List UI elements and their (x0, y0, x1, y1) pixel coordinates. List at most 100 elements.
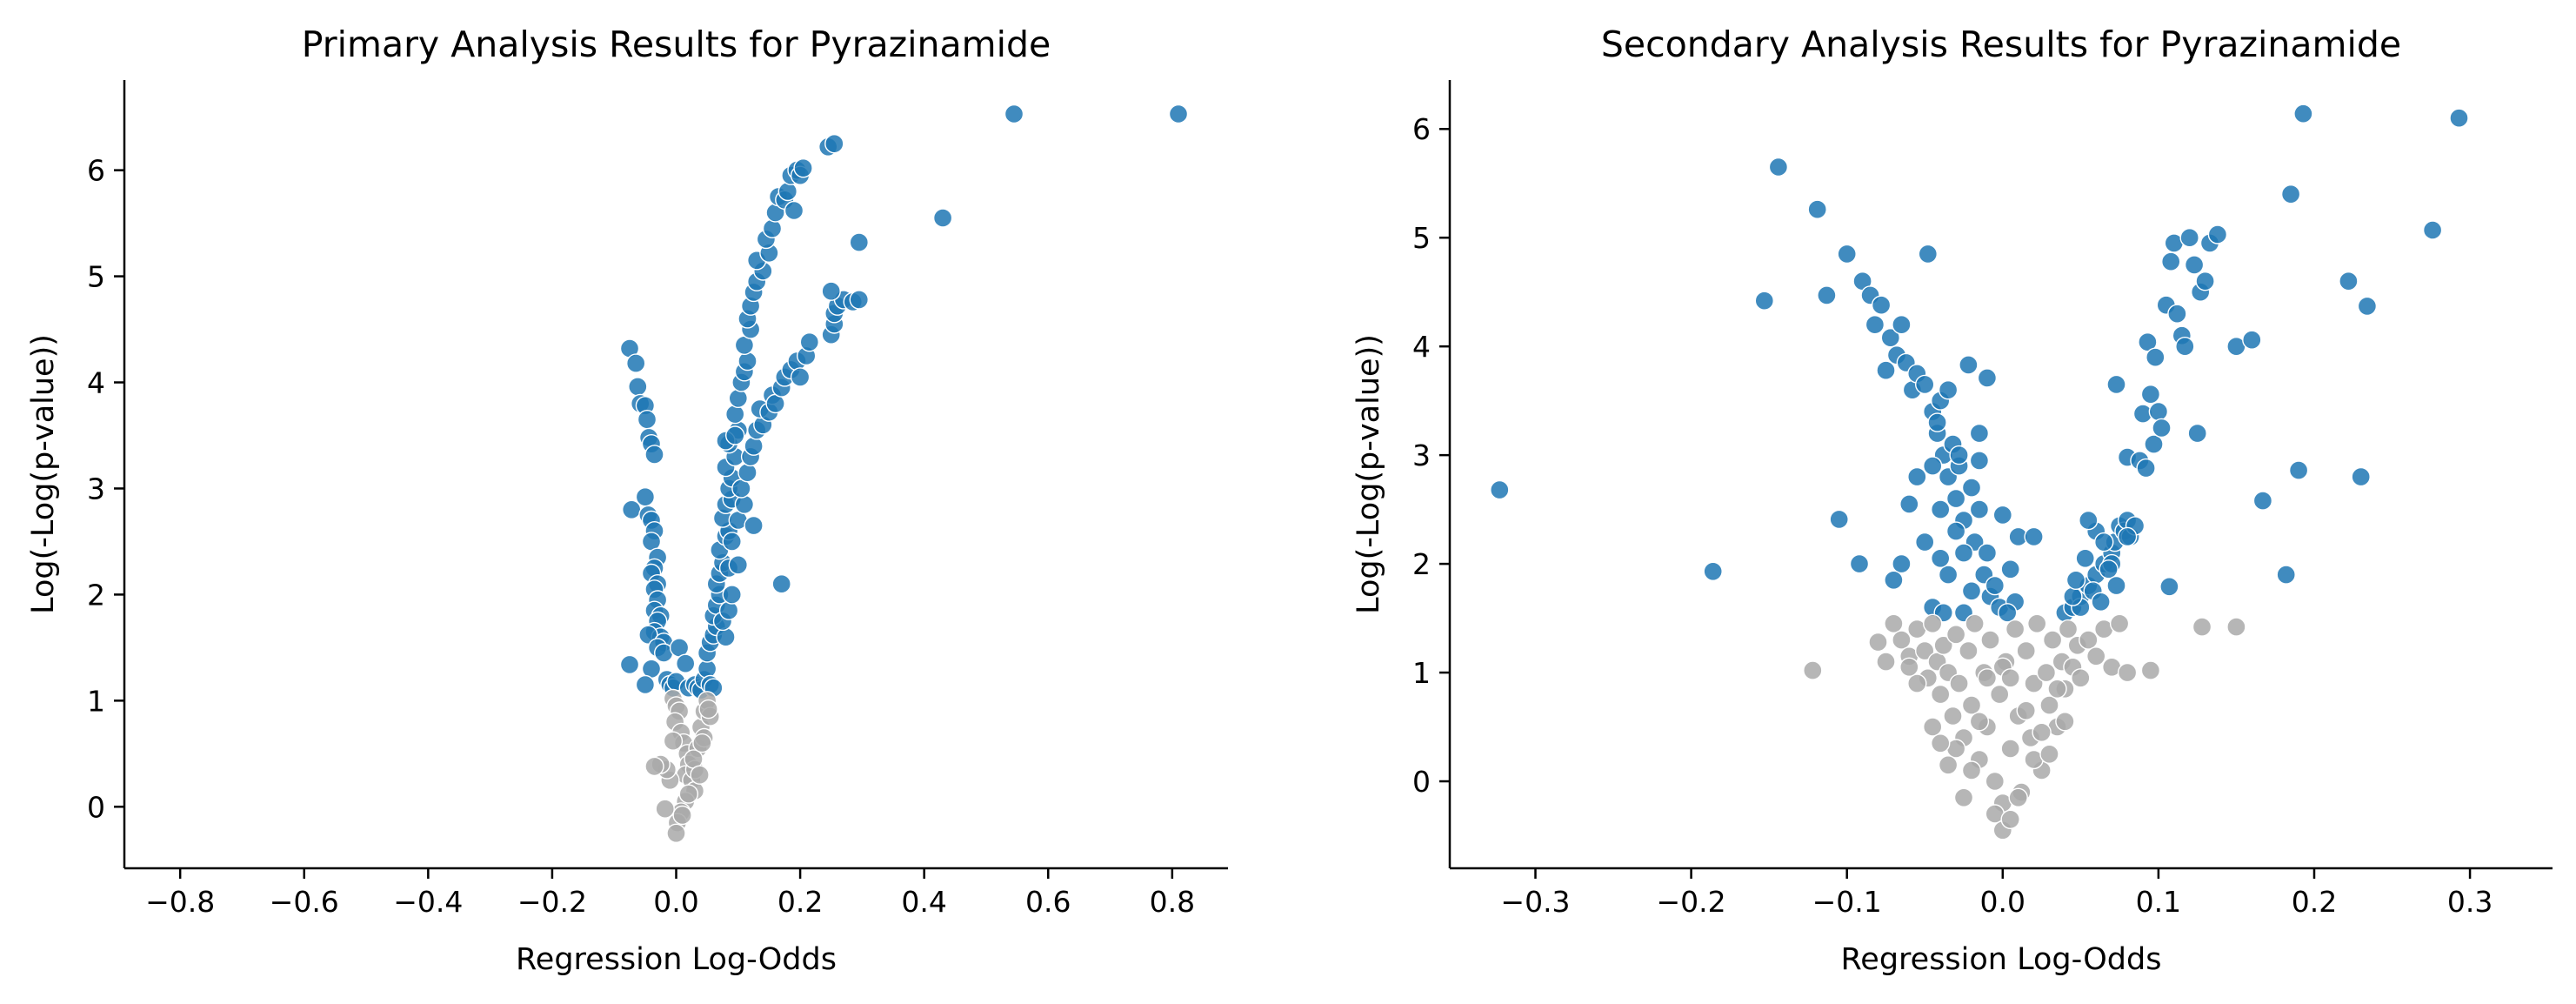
nonsignificant-point (2047, 679, 2067, 699)
y-tick-label: 3 (87, 472, 105, 505)
significant-point (1969, 451, 1990, 471)
significant-point (1829, 509, 1849, 530)
nonsignificant-point (2058, 619, 2079, 639)
y-tick-label: 1 (87, 684, 105, 718)
significant-point (619, 654, 640, 675)
nonsignificant-point (2008, 787, 2028, 807)
significant-point (2175, 337, 2195, 357)
significant-point (2293, 104, 2313, 124)
nonsignificant-point (1989, 684, 2010, 705)
significant-point (2422, 220, 2443, 240)
x-tick-label: 0.8 (1150, 885, 1195, 919)
significant-point (2160, 251, 2181, 271)
significant-point (1930, 499, 1951, 519)
x-tick-label: −0.3 (1500, 885, 1570, 919)
nonsignificant-point (2000, 809, 2020, 829)
nonsignificant-point (1922, 717, 1943, 737)
significant-point (1754, 291, 1775, 311)
significant-point (734, 494, 755, 514)
significant-point (2351, 466, 2371, 487)
nonsignificant-point (692, 733, 712, 753)
x-tick-label: −0.8 (145, 885, 215, 919)
significant-point (2339, 271, 2359, 291)
significant-point (2288, 460, 2309, 480)
significant-point (2144, 434, 2164, 454)
significant-point (2276, 565, 2296, 585)
significant-point (849, 290, 869, 310)
chart-title: Secondary Analysis Results for Pyrazinam… (1601, 23, 2401, 65)
significant-point (2093, 532, 2114, 552)
significant-point (2207, 224, 2228, 244)
significant-point (722, 532, 742, 552)
significant-point (1837, 244, 1857, 264)
nonsignificant-point (1907, 673, 1927, 693)
x-tick-label: 0.4 (901, 885, 946, 919)
significant-point (849, 232, 869, 252)
y-tick-label: 3 (1412, 438, 1431, 472)
nonsignificant-point (2016, 700, 2036, 720)
significant-point (771, 574, 791, 594)
significant-point (2187, 423, 2207, 444)
significant-point (1168, 104, 1189, 124)
significant-point (1969, 423, 1990, 444)
primary-analysis-panel: Primary Analysis Results for Pyrazinamid… (26, 23, 1228, 977)
y-tick-label: 0 (1412, 765, 1431, 799)
significant-point (1892, 553, 1912, 574)
nonsignificant-point (2039, 744, 2059, 764)
significant-point (728, 555, 748, 575)
y-tick-label: 4 (1412, 330, 1431, 364)
significant-point (1969, 499, 1990, 519)
significant-point (2195, 271, 2215, 291)
significant-point (2152, 418, 2172, 438)
significant-point (1892, 315, 1912, 335)
nonsignificant-point (2042, 630, 2063, 650)
significant-point (1899, 494, 1919, 514)
significant-point (1930, 548, 1951, 568)
significant-point (1004, 104, 1024, 124)
nonsignificant-point (2000, 739, 2020, 759)
y-tick-label: 5 (87, 260, 105, 294)
significant-point (2280, 184, 2301, 204)
nonsignificant-point (666, 823, 686, 843)
significant-point (2091, 592, 2111, 612)
nonsignificant-point (2016, 640, 2036, 661)
significant-point (2065, 570, 2086, 590)
nonsignificant-point (1961, 760, 1982, 780)
significant-point (790, 367, 811, 387)
significant-point (2024, 526, 2044, 547)
significant-point (1949, 445, 1969, 465)
nonsignificant-point (1876, 652, 1896, 672)
y-tick-label: 4 (87, 366, 105, 400)
nonsignificant-point (1969, 712, 1990, 732)
significant-point (635, 674, 656, 695)
y-tick-label: 6 (87, 154, 105, 188)
significant-point (1977, 543, 1998, 563)
significant-point (1914, 374, 1935, 395)
significant-point (784, 200, 804, 221)
x-tick-label: −0.2 (1657, 885, 1726, 919)
significant-point (2099, 559, 2119, 579)
significant-point (2449, 108, 2469, 128)
significant-point (2167, 304, 2187, 324)
significant-point (2106, 575, 2126, 596)
significant-point (1961, 478, 1982, 498)
nonsignificant-point (1922, 613, 1943, 633)
x-tick-label: −0.6 (270, 885, 339, 919)
nonsignificant-point (672, 805, 692, 826)
y-tick-label: 2 (1412, 547, 1431, 581)
nonsignificant-point (644, 756, 664, 777)
x-tick-label: 0.6 (1025, 885, 1071, 919)
significant-point (1922, 456, 1943, 476)
nonsignificant-point (698, 699, 718, 720)
significant-point (2138, 332, 2158, 352)
significant-point (2146, 347, 2166, 367)
nonsignificant-point (1803, 660, 1823, 680)
significant-point (793, 157, 813, 178)
y-tick-label: 2 (87, 578, 105, 612)
significant-point (1961, 581, 1982, 601)
significant-point (1490, 479, 1510, 500)
y-axis-label: Log(-Log(p-value)) (26, 334, 61, 614)
significant-point (722, 585, 742, 605)
significant-point (932, 208, 953, 228)
nonsignificant-point (1930, 684, 1951, 705)
